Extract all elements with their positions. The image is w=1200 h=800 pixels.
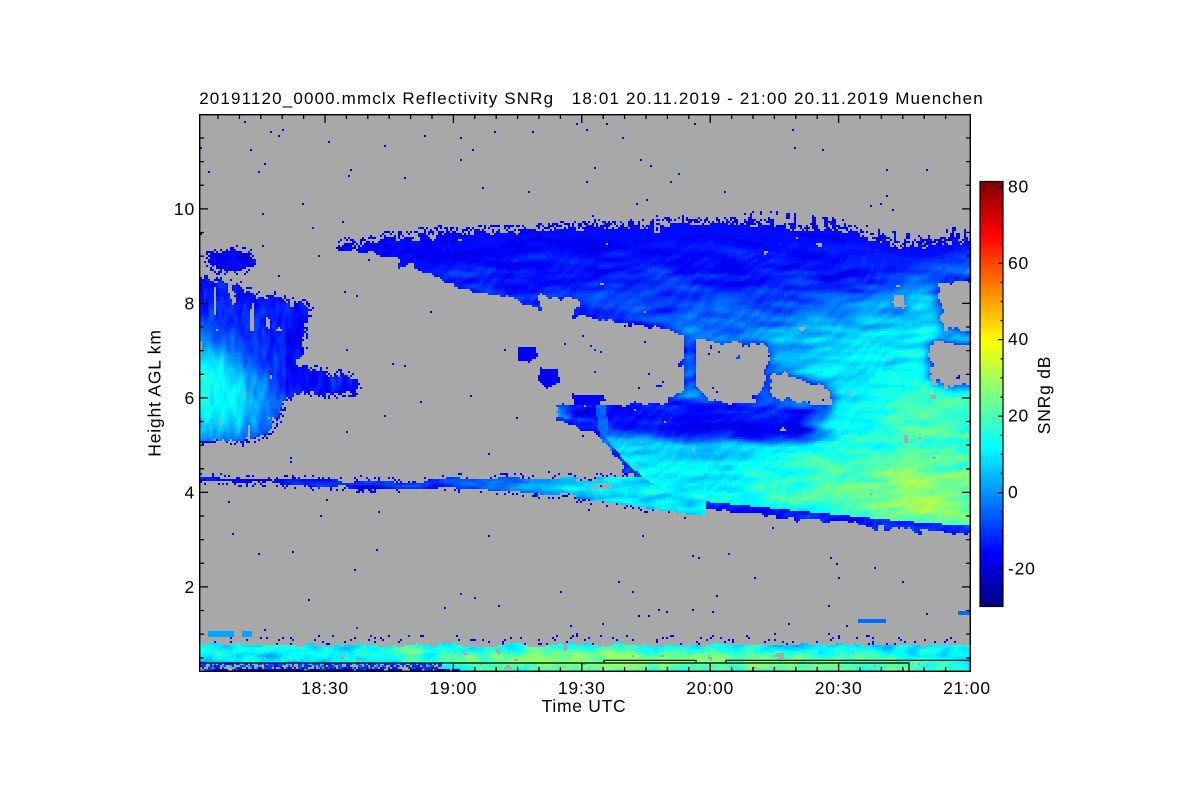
svg-text:8: 8 [184,293,195,313]
svg-text:21:00: 21:00 [943,678,991,698]
svg-text:SNRg dB: SNRg dB [1034,356,1054,435]
svg-text:20:30: 20:30 [815,678,863,698]
svg-text:-20: -20 [1008,559,1036,579]
svg-text:20: 20 [1008,406,1029,426]
svg-text:60: 60 [1008,253,1029,273]
svg-text:19:00: 19:00 [430,678,478,698]
svg-text:2: 2 [184,577,195,597]
svg-text:4: 4 [184,482,195,502]
svg-text:Time UTC: Time UTC [542,696,627,716]
svg-text:80: 80 [1008,176,1029,196]
svg-text:20:00: 20:00 [686,678,734,698]
svg-text:18:30: 18:30 [301,678,349,698]
svg-text:6: 6 [184,388,195,408]
svg-text:10: 10 [174,199,195,219]
svg-text:0: 0 [1008,482,1019,502]
svg-text:19:30: 19:30 [558,678,606,698]
svg-text:Height AGL km: Height AGL km [145,329,165,456]
svg-text:40: 40 [1008,329,1029,349]
svg-text:20191120_0000.mmclx Reflectivi: 20191120_0000.mmclx Reflectivity SNRg 18… [199,89,984,108]
